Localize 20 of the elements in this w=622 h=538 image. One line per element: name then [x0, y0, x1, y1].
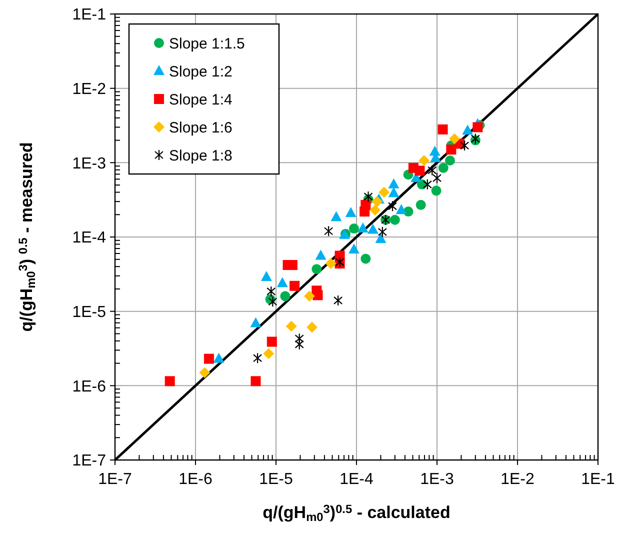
x-tick-label: 1E-1: [581, 471, 615, 488]
y-tick-label: 1E-4: [72, 230, 106, 247]
y-tick-label: 1E-5: [72, 304, 106, 321]
y-tick-label: 1E-6: [72, 378, 106, 396]
x-tick-label: 1E-7: [98, 471, 132, 488]
x-tick-label: 1E-4: [340, 471, 374, 488]
y-tick-label: 1E-7: [72, 452, 106, 470]
legend-label: Slope 1:1.5: [169, 35, 245, 52]
y-tick-label: 1E-2: [72, 80, 106, 98]
legend-label: Slope 1:8: [169, 147, 232, 164]
x-tick-label: 1E-3: [420, 471, 454, 488]
x-axis-title: q/(gH$_{m0}$$^{3}$)$^{0.5}$ - calculated: [262, 502, 450, 524]
legend-label: Slope 1:4: [169, 91, 232, 108]
legend-label: Slope 1:6: [169, 119, 232, 136]
x-tick-label: 1E-2: [500, 471, 534, 488]
x-tick-label: 1E-5: [259, 471, 293, 488]
x-tick-label: 1E-6: [178, 471, 212, 488]
legend-label: Slope 1:2: [169, 63, 232, 80]
y-tick-label: 1E-3: [72, 155, 106, 172]
y-tick-label: 1E-1: [72, 6, 106, 24]
